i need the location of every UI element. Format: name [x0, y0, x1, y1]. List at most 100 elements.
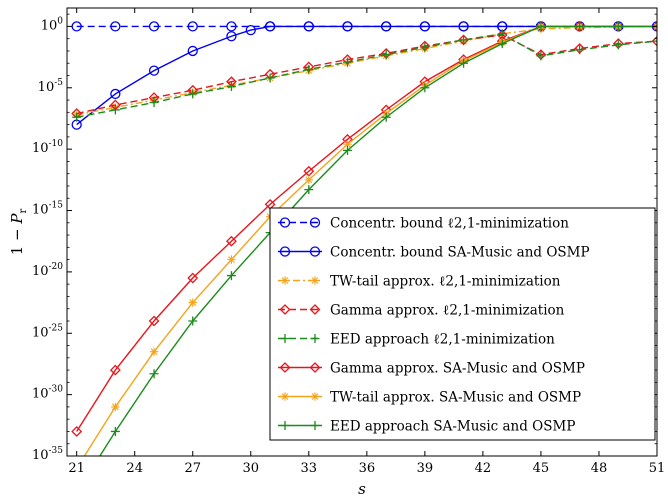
legend-entry-5: Gamma approx. SA-Music and OSMP — [278, 361, 585, 377]
data-point-7-11 — [497, 39, 507, 49]
data-point-4-1 — [110, 105, 120, 115]
data-point-6-2 — [149, 347, 159, 356]
legend-label: Gamma approx. ℓ2,1-minimization — [330, 303, 565, 319]
data-point-1-11 — [458, 21, 469, 32]
legend-marker — [309, 246, 321, 257]
data-point-1-5 — [245, 24, 256, 36]
data-point-7-6 — [304, 185, 314, 195]
data-point-5-15 — [651, 20, 657, 32]
data-point-1-4 — [226, 31, 237, 42]
y-tick-label: 10-15 — [32, 201, 63, 218]
legend-marker — [309, 304, 321, 315]
legend-label: Gamma approx. SA-Music and OSMP — [330, 361, 585, 377]
legend-marker — [280, 334, 290, 343]
data-point-1-6 — [264, 21, 276, 32]
data-point-4-9 — [420, 42, 430, 52]
data-point-7-2 — [149, 369, 159, 379]
series-line-3 — [76, 34, 657, 115]
data-point-7-13 — [575, 21, 585, 31]
legend-entry-7: EED approach SA-Music and OSMP — [278, 419, 575, 435]
y-axis-label: 1 − Pr — [8, 209, 29, 256]
data-point-4-5 — [265, 73, 275, 83]
x-tick-label: 24 — [126, 461, 143, 476]
series-line-2 — [76, 25, 657, 116]
data-point-5-4 — [226, 235, 237, 247]
y-tick-label: 10-10 — [32, 139, 63, 156]
legend-marker — [310, 392, 320, 401]
x-tick-label: 21 — [68, 461, 85, 476]
legend: Concentr. bound ℓ2,1-minimization Concent… — [269, 207, 656, 441]
data-point-4-14 — [613, 40, 623, 50]
data-point-1-7 — [303, 21, 314, 32]
data-point-7-4 — [226, 271, 236, 281]
data-point-1-1 — [110, 88, 121, 100]
legend-marker — [279, 217, 291, 228]
plot-area — [71, 20, 657, 497]
data-point-5-1 — [109, 364, 121, 376]
legend-marker — [280, 276, 290, 285]
legend-marker — [280, 392, 290, 401]
data-point-6-6 — [304, 175, 314, 185]
data-point-6-7 — [343, 140, 352, 149]
data-point-1-3 — [187, 45, 198, 57]
x-tick-label: 27 — [184, 461, 201, 476]
data-point-4-4 — [226, 82, 236, 92]
x-tick-label: 30 — [242, 461, 259, 476]
data-point-1-2 — [148, 65, 160, 76]
data-point-0-2 — [148, 21, 160, 32]
legend-label: EED approach SA-Music and OSMP — [330, 419, 575, 435]
legend-box — [269, 207, 656, 441]
x-tick-label: 48 — [591, 461, 608, 476]
series-line-7 — [99, 25, 657, 456]
legend-label: TW-tail approx. SA-Music and OSMP — [330, 390, 581, 406]
data-point-7-0 — [72, 488, 81, 497]
data-point-4-7 — [342, 57, 352, 67]
series-3 — [71, 29, 657, 119]
x-tick-label: 42 — [475, 461, 492, 476]
data-point-7-10 — [459, 58, 469, 68]
legend-entry-1: Concentr. bound SA-Music and OSMP — [278, 245, 590, 261]
x-tick-label: 36 — [359, 461, 376, 476]
legend-marker — [279, 362, 291, 373]
data-point-7-14 — [613, 21, 623, 31]
series-2 — [72, 22, 657, 119]
data-point-4-13 — [575, 45, 585, 55]
data-point-4-3 — [188, 89, 198, 99]
data-point-4-0 — [72, 112, 82, 122]
data-point-4-12 — [536, 51, 546, 61]
x-tick-label: 45 — [533, 461, 550, 476]
data-point-7-7 — [342, 145, 352, 155]
legend-marker — [309, 217, 321, 228]
legend-entry-3: Gamma approx. ℓ2,1-minimization — [278, 303, 565, 319]
data-point-0-4 — [226, 21, 237, 32]
data-point-5-3 — [187, 272, 199, 284]
y-tick-label: 10-5 — [38, 78, 64, 95]
axes: 21 24 27 30 33 36 39 42 45 48 5110010-510-1010-151… — [8, 7, 665, 498]
data-point-0-3 — [187, 21, 198, 32]
data-point-7-8 — [381, 112, 391, 122]
legend-entry-2: TW-tail approx. ℓ2,1-minimization — [278, 274, 561, 290]
legend-label: Concentr. bound ℓ2,1-minimization — [330, 216, 569, 232]
x-tick-label: 39 — [417, 461, 434, 476]
legend-marker — [310, 421, 320, 430]
y-tick-label: 10-20 — [32, 262, 63, 279]
y-tick-label: 10-30 — [32, 385, 63, 402]
data-point-1-10 — [419, 21, 431, 32]
data-point-4-8 — [381, 50, 391, 60]
series-line-1 — [76, 25, 657, 126]
legend-entry-0: Concentr. bound ℓ2,1-minimization — [278, 216, 569, 232]
legend-marker — [279, 246, 291, 257]
data-point-6-4 — [227, 255, 236, 264]
y-tick-label: 10-25 — [32, 323, 63, 340]
data-point-3-15 — [651, 35, 657, 47]
data-point-7-12 — [536, 21, 546, 31]
y-tick-label: 100 — [41, 16, 64, 33]
data-point-4-2 — [149, 98, 159, 108]
legend-label: EED approach ℓ2,1-minimization — [330, 332, 555, 348]
legend-marker — [309, 362, 321, 373]
legend-marker — [310, 276, 320, 285]
y-tick-label: 10-35 — [32, 446, 63, 463]
data-point-4-10 — [459, 35, 469, 45]
data-point-5-2 — [148, 315, 160, 327]
